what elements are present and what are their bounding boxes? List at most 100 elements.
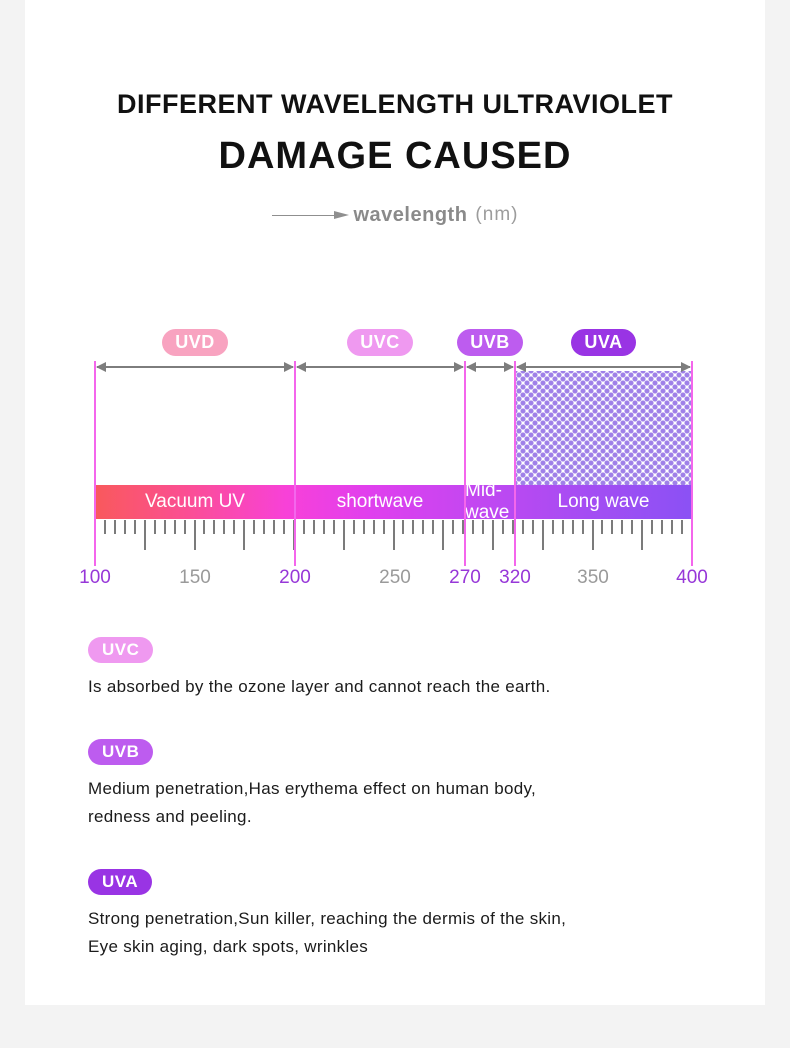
ruler-tick: [641, 520, 644, 550]
uvc-description-section: UVC Is absorbed by the ozone layer and c…: [88, 637, 765, 701]
band-zone-uvb: UVB: [457, 327, 523, 357]
range-arrow-uvb: [466, 362, 514, 372]
ruler-tick: [581, 520, 584, 534]
scale-number-200: 200: [279, 567, 311, 588]
scale-number-270: 270: [449, 567, 481, 588]
uvb-description-badge: UVB: [88, 739, 154, 765]
uvb-description-section: UVB Medium penetration,Has erythema effe…: [88, 739, 765, 831]
ruler-tick: [143, 520, 146, 550]
ruler-tick: [501, 520, 504, 534]
ruler-tick: [412, 520, 415, 534]
ruler-tick: [372, 520, 375, 534]
ruler-tick: [561, 520, 564, 534]
ruler-tick: [462, 520, 465, 534]
uva-description-text-line1: Strong penetration,Sun killer, reaching …: [88, 909, 567, 928]
ruler-tick: [243, 520, 246, 550]
ruler-tick: [332, 520, 335, 534]
ruler-tick: [273, 520, 276, 534]
scale-number-250: 250: [379, 567, 411, 588]
ruler-tick: [442, 520, 445, 550]
ruler-tick: [352, 520, 355, 534]
segment-label-shortwave: shortwave: [336, 491, 424, 512]
guide-line-320nm: [514, 361, 516, 566]
ruler-tick: [193, 520, 196, 550]
ruler-tick: [661, 520, 664, 534]
ruler-tick: [631, 520, 634, 534]
ruler-tick: [621, 520, 624, 534]
uva-description-section: UVA Strong penetration,Sun killer, reach…: [88, 869, 765, 961]
infographic-card: DIFFERENT WAVELENGTH ULTRAVIOLET DAMAGE …: [25, 0, 765, 1005]
ruler: [94, 520, 693, 552]
ruler-tick: [382, 520, 385, 534]
segment-label-mid-wave: Mid-wave: [465, 480, 510, 523]
band-zone-uvc: UVC: [295, 327, 465, 357]
ruler-tick: [482, 520, 485, 534]
wavelength-label: wavelength: [353, 203, 468, 226]
uvb-description-text-line1: Medium penetration,Has erythema effect o…: [88, 779, 537, 798]
ruler-tick: [263, 520, 266, 534]
ruler-tick: [253, 520, 256, 534]
uv-spectrum-diagram: UVD UVC UVB UVA Vacuum UV shortwave Mid-…: [25, 314, 765, 599]
ruler-tick: [203, 520, 206, 534]
segment-label-long-wave: Long wave: [557, 491, 650, 512]
ruler-tick: [551, 520, 554, 534]
band-zone-uvd: UVD: [95, 327, 295, 357]
scale-number-150: 150: [179, 567, 211, 588]
uvb-description-text-line2: redness and peeling.: [88, 807, 252, 826]
uva-description-text-line2: Eye skin aging, dark spots, wrinkles: [88, 937, 369, 956]
ruler-tick: [531, 520, 534, 534]
ruler-tick: [223, 520, 226, 534]
scale-number-100: 100: [79, 567, 111, 588]
ruler-tick: [163, 520, 166, 534]
right-arrow-icon: [333, 211, 349, 219]
guide-line-100nm: [94, 361, 96, 566]
uvd-badge: UVD: [162, 328, 228, 356]
ruler-tick: [452, 520, 455, 534]
wavelength-axis-caption: wavelength (nm): [25, 202, 765, 228]
uva-description-badge: UVA: [88, 869, 153, 895]
ruler-tick: [113, 520, 116, 534]
arrow-line: [271, 214, 334, 216]
ruler-tick: [312, 520, 315, 534]
ruler-tick: [362, 520, 365, 534]
ruler-tick: [472, 520, 475, 534]
uvb-badge: UVB: [457, 328, 523, 356]
uva-badge: UVA: [571, 328, 636, 356]
ruler-tick: [432, 520, 435, 534]
ruler-tick: [651, 520, 654, 534]
ruler-tick: [671, 520, 674, 534]
wavelength-unit: (nm): [475, 204, 519, 225]
ruler-tick: [153, 520, 156, 534]
guide-line-270nm: [464, 361, 466, 566]
scale-number-320: 320: [499, 567, 531, 588]
ruler-tick: [322, 520, 325, 534]
ruler-tick: [541, 520, 544, 550]
guide-line-200nm: [294, 361, 296, 566]
range-arrow-uvd: [96, 362, 294, 372]
ruler-tick: [681, 520, 684, 534]
page-title-line1: DIFFERENT WAVELENGTH ULTRAVIOLET: [117, 89, 673, 119]
range-arrow-uva: [516, 362, 691, 372]
range-arrow-uvc: [296, 362, 464, 372]
uvc-badge: UVC: [347, 328, 413, 356]
segment-label-vacuum-uv: Vacuum UV: [145, 491, 245, 512]
ruler-tick: [571, 520, 574, 534]
ruler-tick: [233, 520, 236, 534]
wave-gradient-bar: Vacuum UV shortwave Mid-wave Long wave: [95, 480, 692, 523]
ruler-tick: [591, 520, 594, 550]
scale-number-350: 350: [577, 567, 609, 588]
band-zone-uva: UVA: [515, 327, 692, 357]
ruler-tick: [402, 520, 405, 534]
ruler-tick: [173, 520, 176, 534]
ruler-tick: [511, 520, 514, 534]
ruler-tick: [492, 520, 494, 550]
ruler-tick: [213, 520, 216, 534]
guide-line-400nm: [691, 361, 693, 566]
uva-dotted-region: [515, 371, 692, 485]
ruler-tick: [342, 520, 345, 550]
ruler-tick: [302, 520, 305, 534]
page-title-line2: DAMAGE CAUSED: [218, 135, 572, 177]
ruler-tick: [133, 520, 136, 534]
scale-number-400: 400: [676, 567, 708, 588]
ruler-tick: [601, 520, 604, 534]
